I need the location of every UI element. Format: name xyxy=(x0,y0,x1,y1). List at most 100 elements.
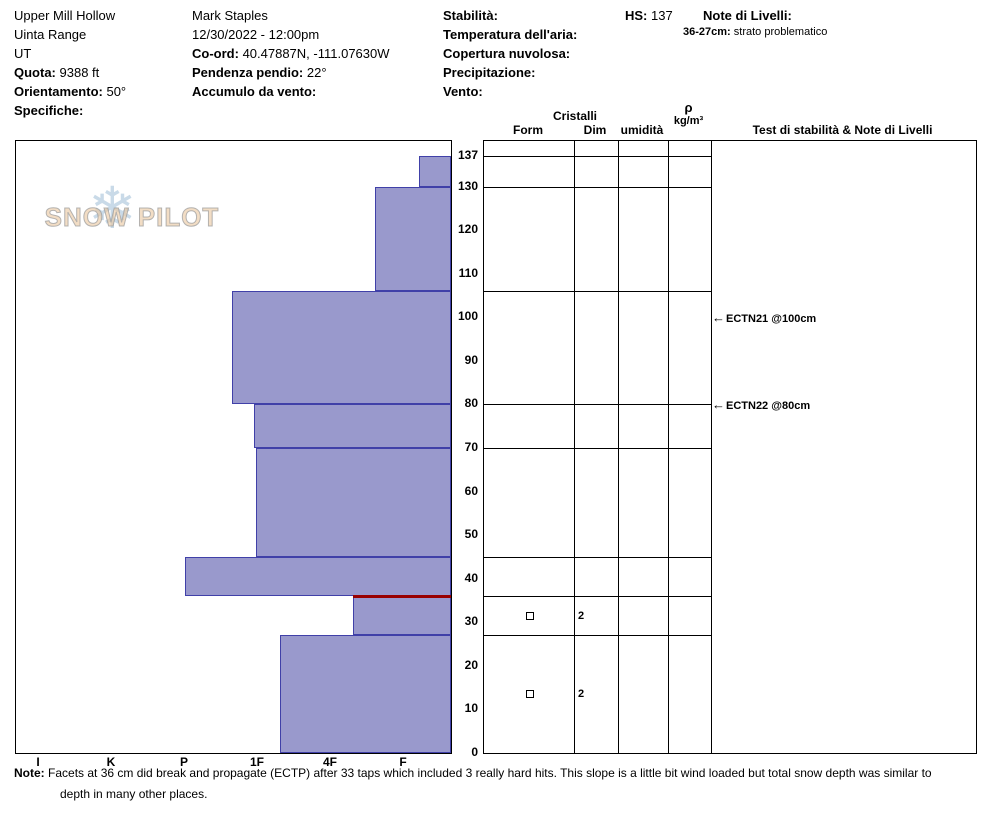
cloud-cover-label: Copertura nuvolosa: xyxy=(443,46,571,61)
depth-tick-label: 60 xyxy=(464,483,478,498)
depth-tick-label: 0 xyxy=(471,745,478,759)
header-form: Form xyxy=(513,123,543,137)
hardness-profile-chart xyxy=(15,140,452,754)
problem-layer-flag-line xyxy=(352,595,451,599)
layer-notes-title: Note di Livelli: xyxy=(703,8,792,23)
header-observer-block: Mark Staples 12/30/2022 - 12:00pm Co-ord… xyxy=(192,6,390,101)
layer-boundary-line xyxy=(484,447,711,449)
hardness-axis: I K P 1F 4F F xyxy=(15,755,450,771)
depth-tick-label: 30 xyxy=(464,614,478,629)
hardness-tick-label: 4F xyxy=(322,755,337,769)
hardness-tick-label: F xyxy=(399,755,407,769)
layer-boundary-line xyxy=(484,596,711,598)
wind-loading-line: Accumulo da vento: xyxy=(192,82,390,101)
left-arrow-icon: ← xyxy=(712,310,725,326)
crystal-dim-value: 2 xyxy=(578,609,585,622)
pit-note-block: Note: Facets at 36 cm did break and prop… xyxy=(14,763,982,805)
snow-layer-bar xyxy=(255,447,451,557)
header-rho: ρ xyxy=(684,100,693,115)
elevation-label: Quota: xyxy=(14,65,56,80)
layer-note-depth: 36-27cm: xyxy=(683,26,731,38)
table-column-divider xyxy=(668,141,669,753)
layer-notes-block: Note di Livelli: 36-27cm: strato problem… xyxy=(683,6,827,39)
stability-test-annotation: ←ECTN21 @100cm xyxy=(712,309,816,327)
air-temp-label: Temperatura dell'aria: xyxy=(443,27,578,42)
snow-layer-bar xyxy=(418,156,451,187)
depth-tick-label: 80 xyxy=(464,396,478,411)
depth-tick-label: 20 xyxy=(464,657,478,672)
snow-layer-bar xyxy=(352,596,451,636)
depth-tick-label: 120 xyxy=(457,222,478,237)
slope-label: Pendenza pendio: xyxy=(192,65,304,80)
left-arrow-icon: ← xyxy=(712,397,725,413)
layer-boundary-line xyxy=(484,556,711,558)
specifics-label: Specifiche: xyxy=(14,103,84,118)
state-name: UT xyxy=(14,46,32,61)
hardness-tick-label: P xyxy=(179,755,188,769)
depth-tick-label: 50 xyxy=(464,527,478,542)
crystal-form-facet-icon xyxy=(526,690,534,699)
coord-label: Co-ord: xyxy=(192,46,239,61)
hs-value: 137 xyxy=(651,8,673,23)
depth-tick-label: 137 xyxy=(457,148,478,162)
header-location-block: Upper Mill Hollow Uinta Range UT Quota: … xyxy=(14,6,126,120)
crystal-dim-value: 2 xyxy=(578,688,585,701)
test-label: ECTN22 @80cm xyxy=(726,400,811,413)
note-label: Note: xyxy=(14,766,45,780)
layer-boundary-line xyxy=(484,404,711,406)
layer-boundary-line xyxy=(484,186,711,188)
test-label: ECTN21 @100cm xyxy=(726,313,817,326)
aspect-value: 50° xyxy=(106,84,127,99)
depth-tick-label: 40 xyxy=(464,570,478,585)
stability-test-annotation: ←ECTN22 @80cm xyxy=(712,396,810,414)
elevation-value: 9388 ft xyxy=(59,65,100,80)
layer-note-entry: 36-27cm: strato problematico xyxy=(683,25,827,39)
hs-line: HS: 137 xyxy=(625,6,673,25)
depth-tick-label: 10 xyxy=(464,701,478,716)
depth-tick-label: 100 xyxy=(457,309,478,324)
header-rho-units: kg/m³ xyxy=(673,115,704,127)
crystal-form-facet-icon xyxy=(526,611,534,620)
aspect-label: Orientamento: xyxy=(14,84,103,99)
stability-label: Stabilità: xyxy=(443,8,498,23)
observer-name: Mark Staples xyxy=(192,8,268,23)
crystal-data-table: 2 2 ←ECTN21 @100cm ←ECTN22 @80cm xyxy=(483,140,977,754)
depth-tick-label: 70 xyxy=(464,439,478,454)
snow-layer-bar xyxy=(279,635,451,753)
snow-layer-bar xyxy=(254,404,451,448)
header-density-block: ρ kg/m³ xyxy=(667,101,710,128)
header-cristalli: Cristalli xyxy=(552,109,597,123)
table-column-divider xyxy=(574,141,575,753)
depth-tick-label: 130 xyxy=(457,178,478,193)
aspect-line: Orientamento: 50° xyxy=(14,82,126,101)
hardness-tick-label: I xyxy=(36,755,40,769)
layer-boundary-line xyxy=(484,291,711,293)
precipitation-label: Precipitazione: xyxy=(443,65,536,80)
note-line-1: Note: Facets at 36 cm did break and prop… xyxy=(14,763,982,784)
hardness-tick-label: K xyxy=(106,755,116,769)
snowflake-icon: ❄ xyxy=(88,176,137,241)
observation-datetime: 12/30/2022 - 12:00pm xyxy=(192,27,320,42)
slope-line: Pendenza pendio: 22° xyxy=(192,63,390,82)
header-umidita: umidità xyxy=(620,123,664,137)
snowpilot-watermark: ❄ SNOW PILOT xyxy=(42,176,222,248)
header-tests: Test di stabilità & Note di Livelli xyxy=(752,123,933,137)
depth-tick-label: 90 xyxy=(464,352,478,367)
slope-value: 22° xyxy=(306,65,327,80)
depth-tick-label: 110 xyxy=(458,265,478,280)
snow-layer-bar xyxy=(185,556,451,597)
snow-layer-bar xyxy=(374,186,451,292)
layer-boundary-line xyxy=(484,635,711,637)
elevation-line: Quota: 9388 ft xyxy=(14,63,126,82)
watermark-text: SNOW PILOT xyxy=(44,202,220,233)
snow-layer-bar xyxy=(232,291,451,405)
coord-line: Co-ord: 40.47887N, -111.07630W xyxy=(192,44,390,63)
specifics-line: Specifiche: xyxy=(14,101,126,120)
depth-axis: 137 130 120 110 100 90 80 70 60 50 40 30 20 10 0 xyxy=(450,140,479,759)
layer-note-text: strato problematico xyxy=(733,26,828,38)
hardness-tick-label: 1F xyxy=(249,755,264,769)
table-column-divider xyxy=(711,141,712,753)
layer-boundary-line xyxy=(484,156,711,157)
wind-loading-label: Accumulo da vento: xyxy=(192,84,317,99)
